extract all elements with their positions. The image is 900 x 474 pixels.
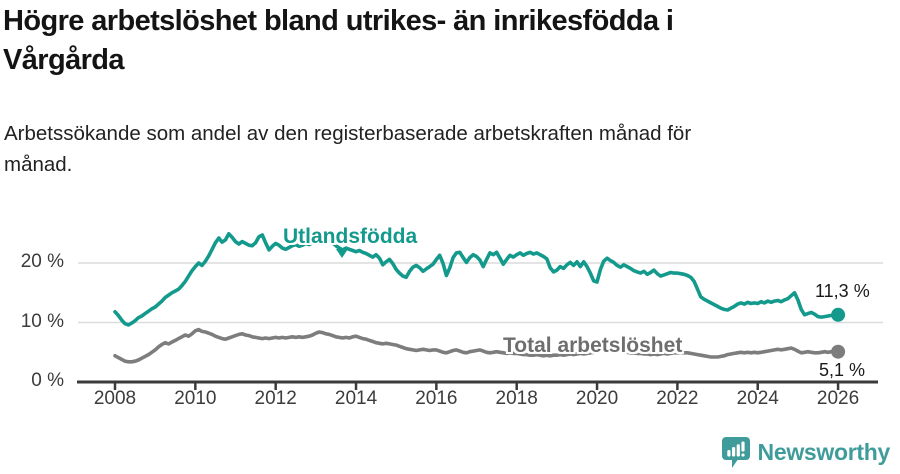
series-line — [113, 232, 840, 327]
page-subtitle-line1: Arbetssökande som andel av den registerb… — [4, 122, 692, 145]
page-subtitle: Arbetssökande som andel av den registerb… — [4, 118, 864, 180]
series-line — [113, 327, 840, 364]
brand-name: Newsworthy — [757, 439, 891, 465]
page-subtitle-line2: månad. — [4, 153, 73, 176]
brand-footer: Newsworthy — [721, 436, 890, 469]
series-label-total-arbetsloshet: Total arbetslöshet — [503, 334, 683, 357]
end-value-utlandsfodda: 11,3 % — [815, 281, 870, 301]
series-end-dot — [831, 307, 846, 322]
newsworthy-logo-icon — [721, 437, 750, 468]
triangle-down-icon — [336, 249, 348, 258]
page-title-line2: Vårgårda — [3, 44, 125, 76]
end-value-total-arbetsloshet: 5,1 % — [819, 360, 866, 380]
series-end-dot — [831, 344, 846, 359]
page-title: Högre arbetslöshet bland utrikes- än inr… — [3, 2, 883, 80]
page-title-line1: Högre arbetslöshet bland utrikes- än inr… — [3, 5, 674, 37]
series-label-utlandsfodda: Utlandsfödda — [283, 225, 418, 248]
